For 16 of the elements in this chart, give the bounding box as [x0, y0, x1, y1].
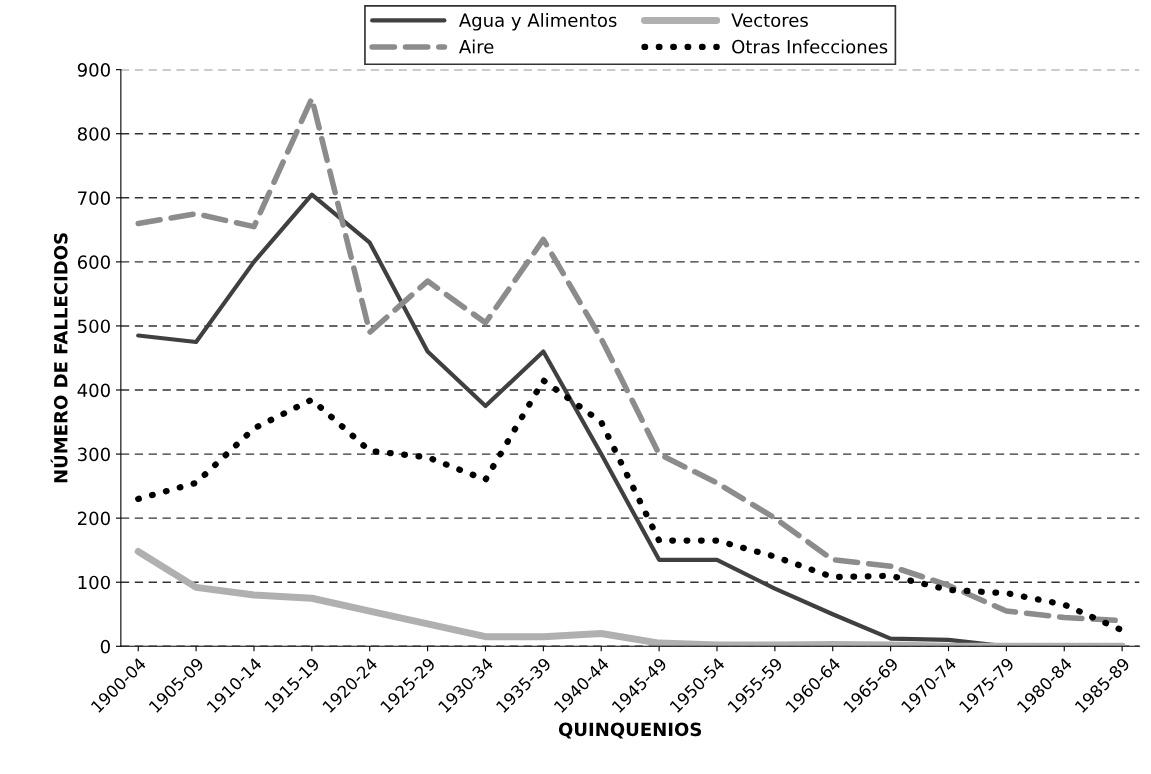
y-axis-title: NÚMERO DE FALLECIDOS [50, 233, 68, 483]
y-tick-label: 100 [78, 575, 110, 590]
y-tick-label: 200 [77, 511, 110, 526]
y-tick-label: 300 [78, 447, 110, 462]
legend-label: Vectores [731, 13, 808, 28]
y-tick-label: 900 [77, 63, 110, 77]
y-tick-label: 0 [100, 639, 110, 654]
y-tick-label: 800 [77, 127, 110, 141]
legend-label: Aire [458, 39, 494, 54]
legend-label: Otras Infecciones [732, 39, 888, 54]
y-tick-label: 400 [77, 383, 110, 398]
x-axis-title: QUINQUENIOS [558, 722, 702, 739]
y-tick-label: 700 [78, 191, 110, 205]
y-tick-label: 500 [78, 319, 110, 334]
legend-label: Agua y Alimentos [458, 13, 617, 31]
y-tick-label: 600 [77, 255, 110, 269]
